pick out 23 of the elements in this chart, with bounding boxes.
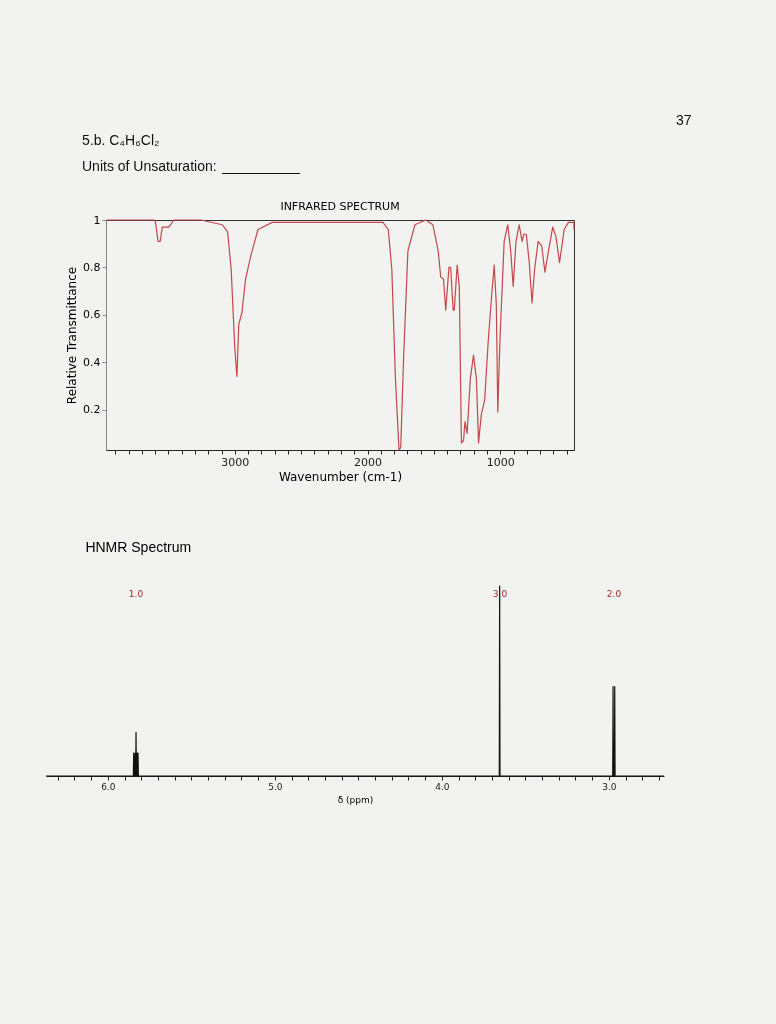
x-axis-title: Wavenumber (cm-1)	[278, 469, 403, 484]
text: 5.b. C₄H₆Cl₂	[82, 132, 160, 148]
annotation: 2.0	[606, 589, 622, 599]
line-series	[105, 219, 575, 451]
y-tick-label: 1	[93, 213, 101, 227]
y-tick-label: 0.8	[83, 260, 101, 274]
text: Units of Unsaturation:	[82, 158, 217, 174]
text: 37	[676, 112, 692, 128]
x-axis-title: δ (ppm)	[337, 794, 374, 805]
chart-title: INFRARED SPECTRUM	[280, 200, 400, 213]
x-tick-label: 3.0	[602, 781, 617, 792]
x-tick-label: 5.0	[268, 781, 283, 792]
x-tick-label: 4.0	[435, 781, 450, 792]
x-tick-label: 6.0	[101, 781, 116, 792]
y-tick-label: 0.4	[83, 355, 101, 369]
chart-title: HNMR Spectrum	[85, 539, 192, 556]
x-tick-label: 1000	[486, 455, 515, 469]
x-tick-label: 3000	[221, 455, 250, 469]
y-tick-label: 0.6	[83, 308, 101, 322]
y-tick-label: 0.2	[83, 403, 101, 417]
x-tick-label: 2000	[354, 455, 383, 469]
y-axis-title: Relative Transmittance	[65, 266, 80, 405]
annotation: 1.0	[128, 589, 144, 599]
